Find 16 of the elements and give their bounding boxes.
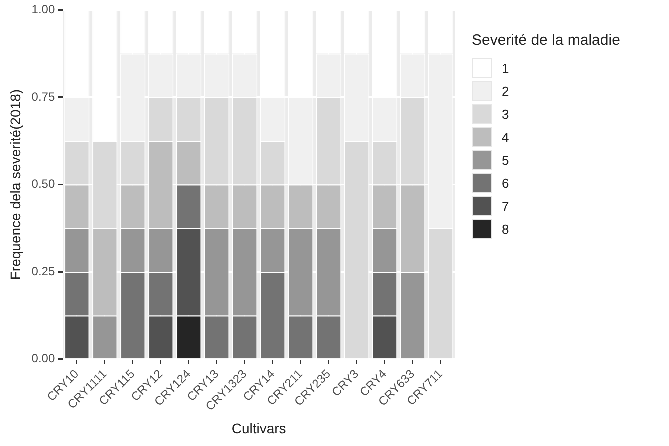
- y-tick-label: 0.50: [32, 177, 56, 192]
- legend-label: 3: [502, 106, 510, 122]
- y-tick-label: 0.75: [32, 90, 56, 104]
- legend-label: 6: [502, 176, 510, 190]
- legend-title: Severité de la maladie: [472, 32, 620, 49]
- legend-label: 2: [502, 84, 510, 98]
- legend-label: 7: [502, 198, 510, 214]
- y-tick-label: 0.25: [32, 264, 56, 278]
- y-tick-label: 1.00: [32, 2, 56, 17]
- y-tick-label: 0.00: [32, 352, 56, 366]
- legend-label: 1: [502, 60, 510, 76]
- legend-label: 8: [502, 222, 510, 236]
- legend-label: 4: [502, 130, 510, 144]
- legend-label: 5: [502, 152, 510, 168]
- x-axis-title: Cultivars: [232, 420, 286, 436]
- y-axis-title: Frequence dela severité(2018): [7, 89, 24, 280]
